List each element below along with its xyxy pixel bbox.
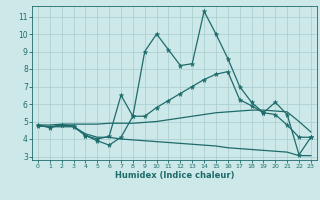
X-axis label: Humidex (Indice chaleur): Humidex (Indice chaleur) <box>115 171 234 180</box>
